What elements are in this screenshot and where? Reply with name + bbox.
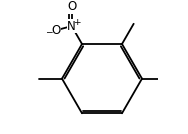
Text: O: O (51, 24, 60, 37)
Text: O: O (67, 0, 76, 13)
Text: +: + (74, 18, 81, 27)
Text: N: N (67, 20, 76, 33)
Text: −: − (45, 27, 52, 36)
